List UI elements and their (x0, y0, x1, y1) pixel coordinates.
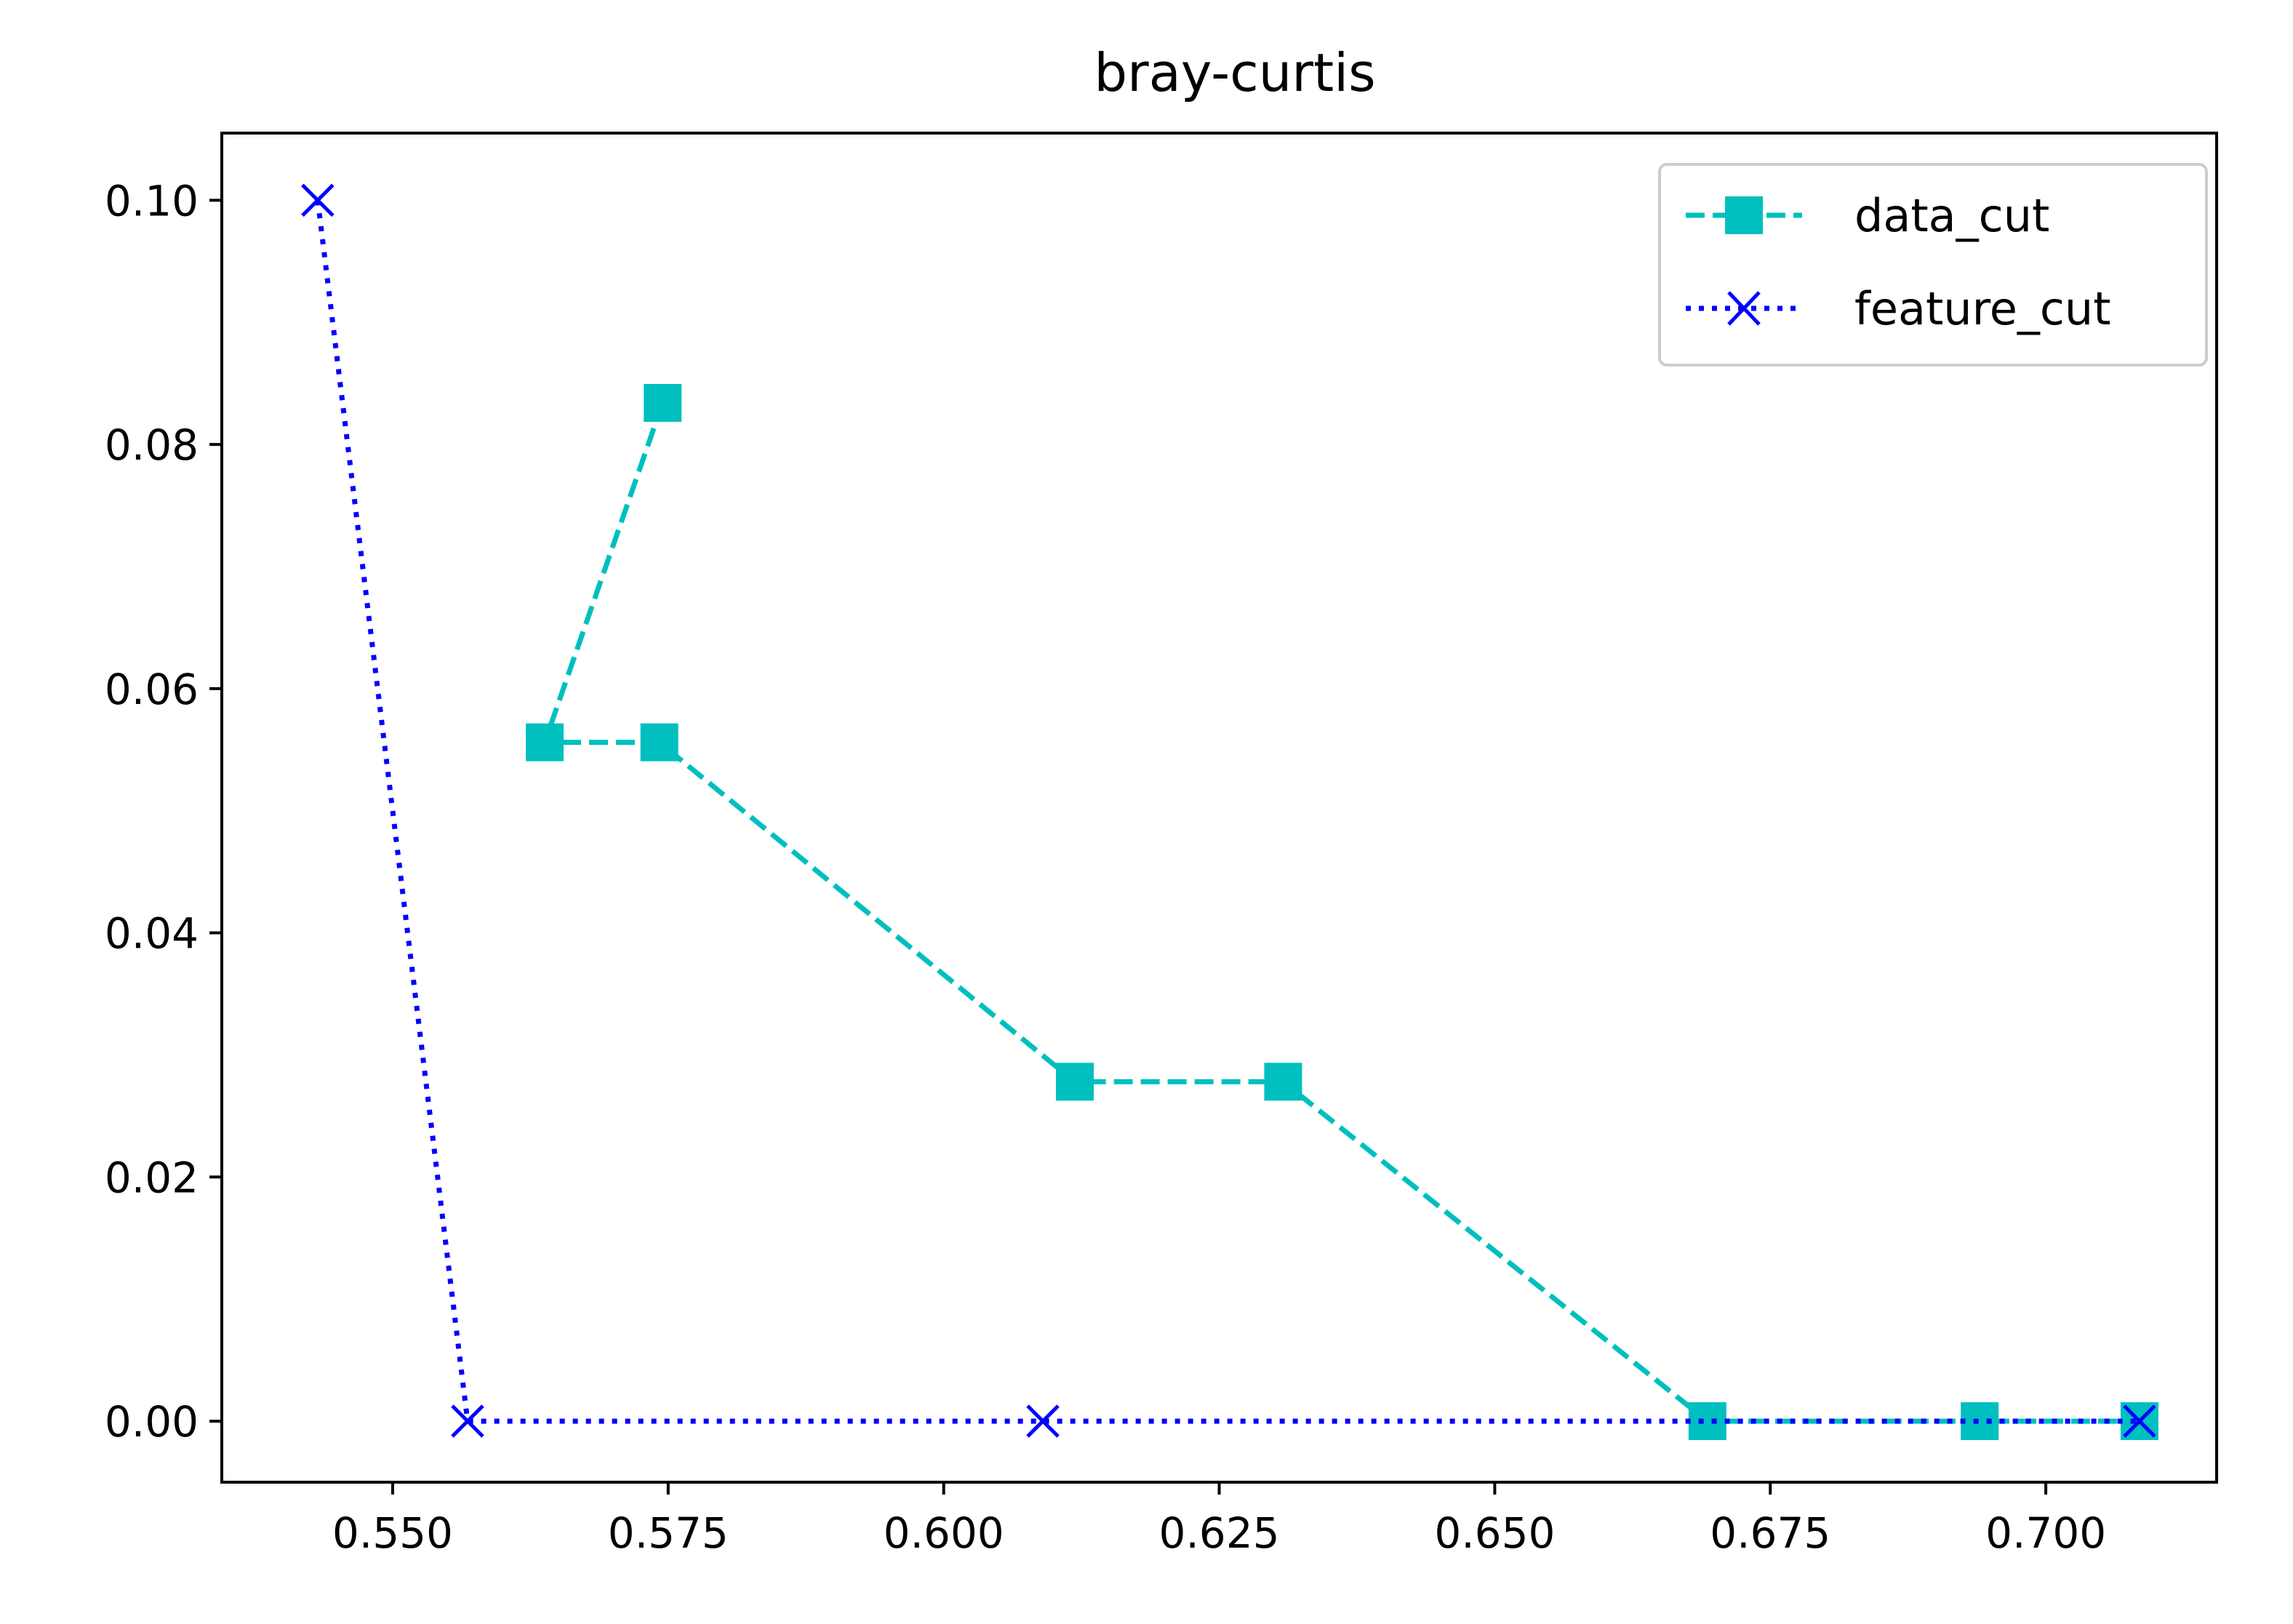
y-axis: 0.00 0.02 0.04 0.06 0.08 0.10 (105, 176, 222, 1447)
data-point-feature-cut (1026, 1404, 1060, 1438)
data-point-data-cut (1688, 1402, 1726, 1441)
data-point-data-cut (1055, 1063, 1094, 1101)
data-point-feature-cut (2123, 1404, 2156, 1438)
data-point-data-cut (644, 384, 682, 422)
data-point-data-cut (1264, 1063, 1302, 1101)
legend-marker-data-cut (1725, 196, 1763, 234)
y-tick-label: 0.04 (105, 909, 199, 959)
x-tick-label: 0.700 (1985, 1508, 2106, 1558)
y-tick-label: 0.06 (105, 665, 199, 714)
data-point-feature-cut (451, 1404, 484, 1438)
x-tick-label: 0.575 (608, 1508, 729, 1558)
legend: data_cut feature_cut (1658, 163, 2208, 367)
series-layer (301, 183, 2158, 1441)
y-tick-label: 0.10 (105, 176, 199, 225)
data-point-feature-cut (301, 183, 335, 217)
x-tick-label: 0.600 (884, 1508, 1004, 1558)
chart-title: bray-curtis (1094, 42, 1375, 103)
x-tick-label: 0.625 (1158, 1508, 1279, 1558)
data-point-data-cut (640, 723, 679, 761)
legend-label-feature-cut: feature_cut (1854, 282, 2111, 335)
x-tick-label: 0.675 (1710, 1508, 1830, 1558)
x-axis: 0.550 0.575 0.600 0.625 0.650 0.675 0.700 (332, 1482, 2106, 1558)
legend-label-data-cut: data_cut (1854, 189, 2049, 242)
legend-marker-feature-cut (1727, 291, 1761, 326)
x-tick-label: 0.550 (332, 1508, 453, 1558)
y-tick-label: 0.02 (105, 1153, 199, 1202)
data-point-data-cut (1961, 1402, 1999, 1441)
y-tick-label: 0.08 (105, 420, 199, 470)
y-tick-label: 0.00 (105, 1397, 199, 1447)
x-tick-label: 0.650 (1434, 1508, 1555, 1558)
data-point-data-cut (526, 723, 564, 761)
series-line-data-cut (541, 401, 2140, 1424)
